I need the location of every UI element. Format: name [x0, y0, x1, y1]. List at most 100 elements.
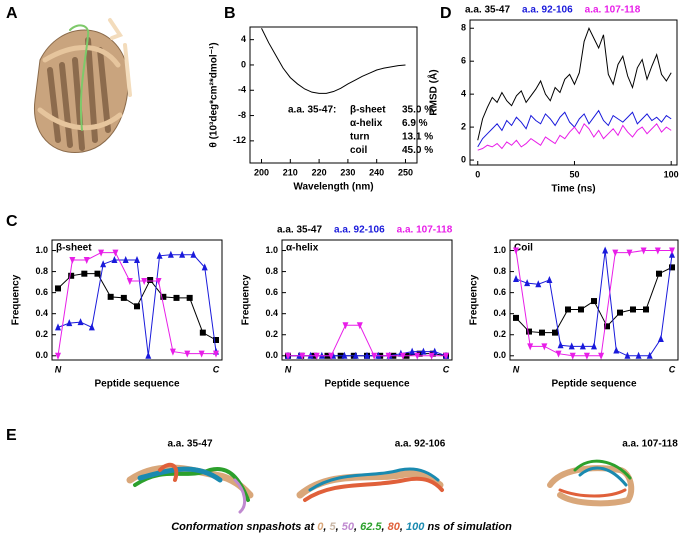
marker: [184, 350, 191, 358]
y-tick-label: 0.4: [493, 308, 506, 318]
marker: [122, 256, 129, 263]
x-end-label: N: [55, 364, 62, 374]
marker: [199, 329, 206, 336]
marker: [77, 318, 84, 326]
marker: [111, 256, 118, 263]
marker: [583, 352, 590, 360]
marker: [546, 276, 553, 283]
series-line: [477, 26, 672, 141]
marker: [420, 347, 427, 355]
y-tick-label: 0.6: [265, 287, 278, 297]
marker: [385, 352, 392, 360]
x-end-label: C: [443, 364, 450, 374]
marker: [568, 342, 575, 350]
marker: [328, 352, 335, 360]
y-tick-label: 0.6: [35, 287, 48, 297]
marker: [541, 343, 548, 351]
caption-part: 50: [341, 521, 354, 533]
structure-snapshots: [126, 459, 635, 514]
marker: [591, 342, 597, 350]
y-tick-label: 4: [461, 89, 466, 99]
marker: [399, 352, 406, 360]
marker: [88, 323, 95, 331]
marker: [669, 247, 675, 255]
marker: [591, 298, 597, 305]
marker: [443, 352, 449, 360]
caption-part: ,: [399, 521, 407, 533]
marker: [173, 294, 180, 301]
y-tick-label: 1.0: [493, 245, 506, 255]
marker: [66, 319, 73, 327]
annotation-cell: 13.1 %: [402, 132, 433, 143]
x-tick-label: 100: [664, 169, 679, 179]
marker: [654, 247, 661, 255]
series-line: [288, 324, 446, 357]
series-line: [261, 28, 406, 94]
legend-entry: a.a. 92-106: [334, 225, 385, 236]
marker: [626, 249, 633, 257]
protein-structure: [33, 18, 132, 154]
annotation-cell: coil: [350, 145, 367, 156]
x-end-label: C: [213, 364, 220, 374]
marker: [160, 293, 167, 300]
marker: [552, 329, 558, 336]
y-tick-label: 1.0: [35, 245, 48, 255]
y-tick-label: 2: [461, 121, 466, 131]
marker: [630, 306, 636, 313]
marker: [356, 322, 363, 330]
panel-label: B: [224, 5, 236, 22]
marker: [100, 260, 107, 268]
caption-part: 100: [406, 521, 425, 533]
legend-entry: a.a. 35-47: [465, 5, 510, 16]
marker: [617, 309, 623, 316]
y-tick-label: 0.2: [265, 329, 278, 339]
y-tick-label: 0.4: [35, 308, 48, 318]
marker: [613, 346, 620, 354]
marker: [635, 351, 642, 359]
marker: [428, 352, 435, 360]
marker: [578, 306, 584, 313]
panel-subtitle: Coil: [514, 243, 533, 254]
y-tick-label: 0: [241, 59, 246, 69]
y-tick-label: 0.6: [493, 287, 506, 297]
marker: [414, 352, 421, 360]
y-tick-label: -12: [233, 135, 246, 145]
marker: [527, 343, 534, 351]
y-tick-label: 0.8: [493, 266, 506, 276]
marker: [602, 246, 609, 254]
marker: [352, 351, 359, 359]
y-axis-label: θ (10³deg*cm²*dmol⁻¹): [209, 42, 220, 147]
marker: [569, 352, 576, 360]
y-axis-label: Frequency: [469, 274, 480, 325]
caption-part: Conformation snpashots at: [171, 521, 318, 533]
caption-part: 80: [387, 521, 400, 533]
x-tick-label: 50: [569, 169, 579, 179]
caption-part: 0: [317, 521, 324, 533]
marker: [526, 328, 532, 335]
x-axis-label: Peptide sequence: [324, 379, 409, 390]
marker: [145, 351, 152, 359]
legend-entry: a.a. 35-47: [277, 225, 322, 236]
annotation-cell: 6.9 %: [402, 118, 428, 129]
x-axis-label: Peptide sequence: [551, 379, 636, 390]
caption-part: ,: [354, 521, 361, 533]
panel-subtitle: α-helix: [286, 243, 319, 254]
y-tick-label: 0.0: [265, 350, 278, 360]
marker: [179, 250, 186, 258]
marker: [341, 351, 348, 359]
plot-frame: [509, 239, 679, 361]
marker: [126, 278, 133, 286]
y-tick-label: 0.2: [493, 329, 506, 339]
structure-title: a.a. 92-106: [395, 439, 446, 450]
marker: [141, 278, 148, 286]
marker: [147, 277, 154, 283]
x-tick-label: 250: [398, 167, 413, 177]
marker: [409, 347, 416, 355]
marker: [81, 270, 88, 277]
annotation-cell: turn: [350, 132, 369, 143]
y-axis-label: Frequency: [241, 274, 252, 325]
panel-label: E: [6, 427, 17, 444]
caption-part: 62.5: [360, 521, 382, 533]
marker: [669, 264, 675, 271]
annotation-cell: 45.0 %: [402, 145, 433, 156]
